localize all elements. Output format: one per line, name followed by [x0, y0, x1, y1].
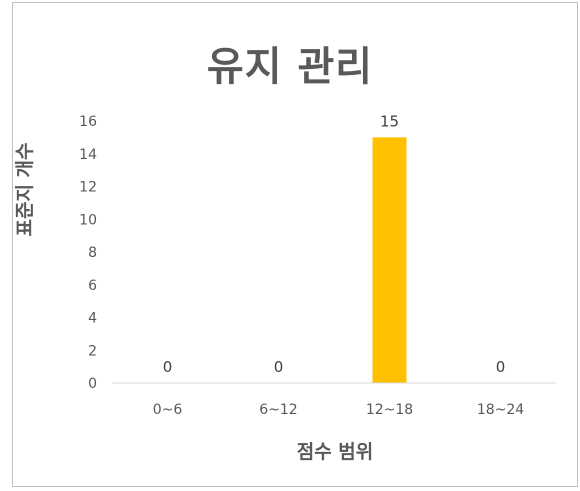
y-tick-label: 14 — [79, 147, 97, 163]
data-label: 15 — [380, 112, 399, 130]
chart-frame — [12, 2, 578, 487]
x-axis-title: 점수 범위 — [296, 441, 374, 463]
y-axis-ticks: 0 2 4 6 8 10 12 14 16 — [79, 114, 97, 392]
bars — [372, 137, 407, 383]
x-tick-label: 6~12 — [259, 402, 297, 418]
y-tick-label: 16 — [79, 114, 97, 130]
bar — [372, 137, 407, 383]
y-tick-label: 2 — [88, 343, 97, 359]
x-tick-label: 18~24 — [477, 402, 524, 418]
y-tick-label: 0 — [88, 376, 97, 392]
data-labels: 0 0 15 0 — [163, 112, 506, 376]
y-tick-label: 4 — [88, 311, 97, 327]
x-tick-label: 0~6 — [153, 402, 183, 418]
chart-title: 유지 관리 — [206, 44, 374, 90]
data-label: 0 — [274, 358, 284, 376]
data-label: 0 — [496, 358, 506, 376]
y-tick-label: 6 — [88, 278, 97, 294]
x-axis-ticks: 0~6 6~12 12~18 18~24 — [153, 402, 525, 418]
y-tick-label: 12 — [79, 180, 97, 196]
data-label: 0 — [163, 358, 173, 376]
y-tick-label: 10 — [79, 212, 97, 228]
y-axis-title: 표준지 개수 — [13, 142, 36, 237]
x-tick-label: 12~18 — [366, 402, 413, 418]
y-tick-label: 8 — [88, 245, 97, 261]
